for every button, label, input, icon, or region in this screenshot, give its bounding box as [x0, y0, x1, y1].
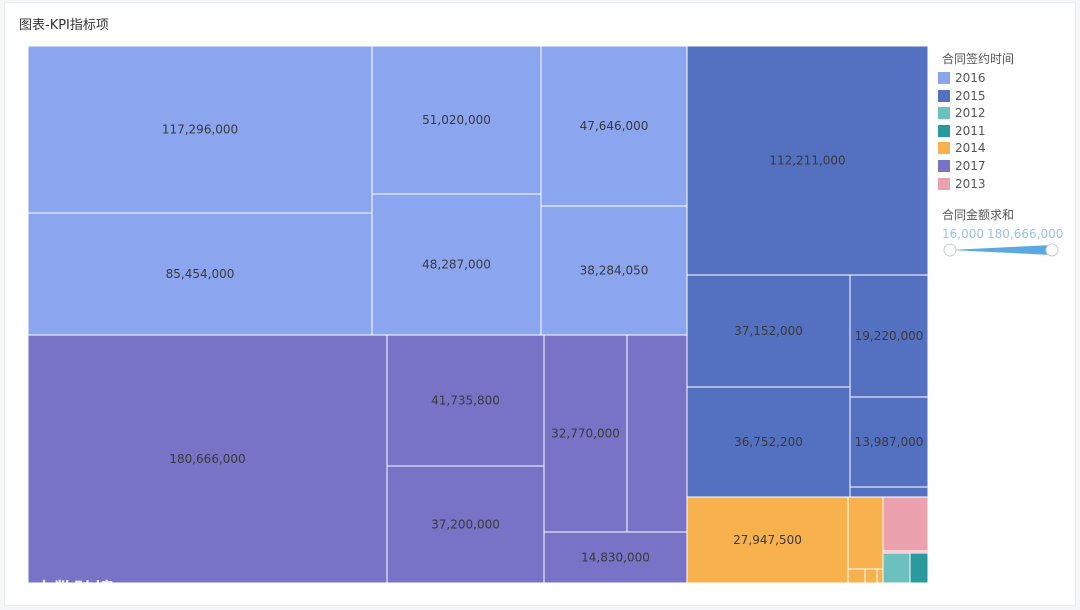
treemap-cell-2015[interactable]: [849, 396, 929, 488]
treemap-cell-2014[interactable]: [686, 496, 849, 584]
legend-color-title: 合同签约时间: [942, 52, 1015, 66]
legend-label: 2012: [955, 106, 986, 121]
treemap-value-label: 36,752,200: [734, 435, 803, 449]
legend-label: 2011: [955, 123, 986, 138]
legend-swatch: [938, 142, 950, 155]
legend-size-title: 合同金额求和: [942, 208, 1015, 222]
legend-item-2012[interactable]: 2012: [938, 105, 986, 121]
treemap-value-label: 38,284,050: [580, 264, 649, 278]
legend-item-2015[interactable]: 2015: [938, 88, 986, 104]
treemap-cell-2014[interactable]: [876, 568, 884, 584]
treemap-cell-2015[interactable]: [849, 274, 929, 398]
treemap-value-label: 48,287,000: [422, 258, 491, 272]
legend-label: 2014: [955, 141, 986, 156]
treemap-value-label: 41,735,800: [431, 394, 500, 408]
legend-swatch: [938, 107, 950, 120]
treemap-value-label: 117,296,000: [162, 123, 238, 137]
legend-swatch: [938, 177, 950, 190]
legend-item-2016[interactable]: 2016: [938, 70, 986, 86]
treemap-cell-2016[interactable]: [540, 45, 688, 207]
treemap-cell-2017[interactable]: [543, 531, 688, 584]
treemap-cell-2011[interactable]: [909, 552, 929, 584]
legend-label: 2016: [955, 71, 986, 85]
treemap-cell-2017[interactable]: [27, 334, 388, 584]
range-handle-max[interactable]: [1045, 243, 1059, 257]
treemap-value-label: 112,211,000: [769, 154, 845, 168]
treemap-value-label: 37,200,000: [431, 518, 500, 532]
legend-label: 2015: [955, 88, 986, 103]
treemap-cell-2016[interactable]: [371, 193, 542, 336]
watermark-logo-icon: [6, 579, 30, 599]
treemap-cell-2016[interactable]: [371, 45, 542, 195]
treemap-cell-2017[interactable]: [386, 334, 545, 467]
size-range-slider[interactable]: [940, 240, 1062, 260]
range-handle-min[interactable]: [943, 243, 957, 257]
range-track: [950, 245, 1052, 255]
range-max-label: 180,666,000: [987, 227, 1064, 241]
treemap-cell-2017[interactable]: [543, 334, 628, 533]
legend-label: 2013: [955, 176, 986, 191]
treemap-cell-2015[interactable]: [686, 274, 851, 388]
treemap-cell-2016[interactable]: [540, 205, 688, 336]
treemap-cell-2017[interactable]: [626, 334, 688, 533]
treemap-value-label: 180,666,000: [169, 452, 245, 466]
treemap-value-label: 85,454,000: [166, 267, 235, 281]
legend-swatch: [938, 160, 950, 172]
treemap-value-label: 19,220,000: [855, 329, 924, 343]
legend-item-2011[interactable]: 2011: [938, 123, 986, 139]
legend-swatch: [938, 89, 950, 102]
treemap-value-label: 27,947,500: [733, 533, 802, 547]
treemap-cell-2014[interactable]: [864, 568, 878, 584]
chart-title: 图表-KPI指标项: [19, 18, 109, 33]
treemap-cell-2017[interactable]: [386, 465, 545, 584]
legend-swatch: [938, 72, 950, 84]
range-min-label: 16,000: [942, 227, 984, 241]
treemap-cell-2014[interactable]: [847, 496, 884, 570]
legend-label: 2017: [955, 159, 986, 173]
treemap-cell-2013[interactable]: [882, 496, 929, 552]
legend-swatch: [938, 124, 950, 137]
treemap-cell-2015[interactable]: [686, 45, 929, 276]
treemap-value-label: 37,152,000: [734, 324, 803, 338]
treemap-value-label: 47,646,000: [580, 119, 649, 133]
watermark: 大数跨境: [6, 574, 114, 603]
treemap-value-label: 32,770,000: [551, 427, 620, 441]
watermark-text: 大数跨境: [34, 578, 114, 602]
treemap-cell-2015[interactable]: [849, 486, 929, 498]
treemap-cell-2015[interactable]: [686, 386, 851, 498]
treemap-value-label: 14,830,000: [581, 551, 650, 565]
treemap-cell-2016[interactable]: [27, 45, 373, 214]
treemap-value-label: 51,020,000: [422, 113, 491, 127]
treemap-cell-2014[interactable]: [847, 568, 866, 584]
legend-item-2013[interactable]: 2013: [938, 176, 986, 192]
treemap-value-label: 13,987,000: [855, 435, 924, 449]
legend-item-2014[interactable]: 2014: [938, 140, 986, 156]
legend-item-2017[interactable]: 2017: [938, 158, 986, 174]
treemap-cell-2012[interactable]: [882, 552, 911, 584]
